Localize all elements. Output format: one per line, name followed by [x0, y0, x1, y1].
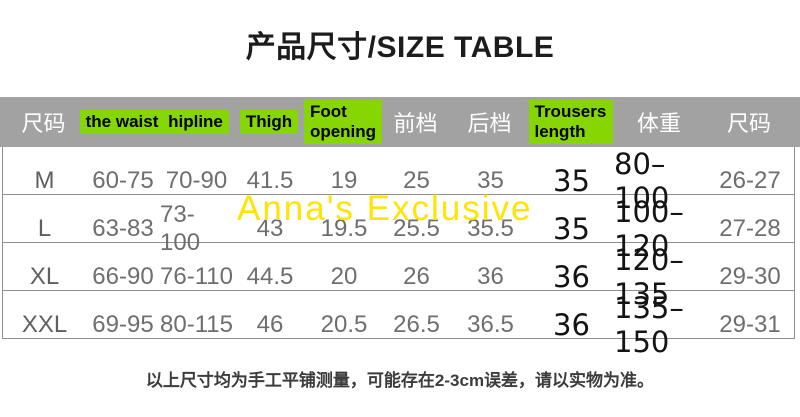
- header-cell-trousers-length: Trousers length: [528, 97, 613, 147]
- measurement-disclaimer: 以上尺寸均为手工平铺测量，可能存在2-3cm误差，请以实物为准。: [145, 371, 655, 390]
- table-cell: 35: [553, 212, 590, 246]
- table-cell: 60-75: [92, 167, 154, 194]
- size-cell: XL: [29, 263, 60, 290]
- table-cell: 20.5: [320, 311, 368, 338]
- table-cell: 44.5: [246, 263, 294, 290]
- table-cell: 35: [477, 167, 504, 194]
- table-cell: 73-100: [160, 201, 201, 256]
- size-cell: L: [37, 215, 52, 242]
- table-cell: 26-27: [719, 167, 781, 194]
- table-cell: 19.5: [320, 215, 368, 242]
- table-cell: 26: [403, 263, 430, 290]
- header-cell-hipline: hipline: [159, 97, 232, 147]
- table-row-m: M 60-75 70-90 41.5 19 25 35 35 80–100 26…: [3, 147, 794, 215]
- header-cell-waist: the waist: [79, 97, 165, 147]
- table-cell: 80–100: [614, 147, 670, 215]
- header-cell-foot-opening: Foot opening: [303, 97, 383, 147]
- header-cell-front-rise: 前档: [393, 111, 438, 136]
- table-header-row: 尺码 the waist hipline Thigh Foot opening …: [0, 97, 800, 147]
- table-cell: 36.5: [467, 311, 514, 338]
- table-cell: 25: [403, 167, 430, 194]
- size-cell: XXL: [21, 311, 68, 338]
- table-cell: 41.5: [246, 167, 294, 194]
- table-cell: 70-90: [165, 167, 228, 194]
- table-cell: 20: [330, 263, 358, 290]
- highlight-label: Thigh: [239, 109, 299, 135]
- table-cell: 43: [256, 215, 284, 242]
- table-cell: 80-115: [160, 311, 233, 338]
- highlight-label: Trousers length: [528, 99, 613, 145]
- table-cell: 29-30: [719, 263, 781, 290]
- table-cell: 36: [553, 260, 590, 294]
- table-row-xxl: XXL 69-95 80-115 46 20.5 26.5 36.5 36 13…: [3, 291, 794, 359]
- table-cell: 46: [256, 311, 284, 338]
- table-cell: 25.5: [393, 215, 440, 242]
- table-body: M 60-75 70-90 41.5 19 25 35 35 80–100 26…: [2, 147, 795, 359]
- highlight-label: Foot opening: [303, 99, 383, 145]
- table-cell: 19: [330, 167, 358, 194]
- table-cell: 100–120: [614, 195, 684, 263]
- size-table: 尺码 the waist hipline Thigh Foot opening …: [0, 97, 800, 359]
- table-row-xl: XL 66-90 76-110 44.5 20 26 36 36 120–135…: [3, 243, 794, 311]
- table-cell: 66-90: [92, 263, 154, 290]
- table-cell: 69-95: [92, 311, 154, 338]
- header-cell-back-rise: 后档: [467, 111, 512, 136]
- table-cell: 36: [477, 263, 504, 290]
- table-cell: 35.5: [467, 215, 514, 242]
- size-cell: M: [34, 167, 55, 194]
- table-cell: 36: [553, 308, 590, 342]
- table-cell: 63-83: [92, 215, 154, 242]
- header-cell-weight: 体重: [636, 111, 681, 136]
- highlight-label: the waist: [79, 109, 165, 135]
- table-cell: 29-31: [719, 311, 781, 338]
- table-cell: 27-28: [719, 215, 781, 242]
- table-cell: 26.5: [393, 311, 440, 338]
- header-cell-thigh: Thigh: [232, 97, 306, 147]
- table-cell: 35: [553, 164, 590, 198]
- header-cell-size-cn-2: 尺码: [726, 111, 771, 136]
- highlight-label: hipline: [162, 109, 229, 135]
- page-title: 产品尺寸/SIZE TABLE: [245, 31, 555, 64]
- table-cell: 135–150: [614, 291, 684, 359]
- table-row-l: L 63-83 73-100 43 19.5 25.5 35.5 35 100–…: [3, 195, 794, 263]
- table-cell: 120–135: [614, 243, 684, 311]
- header-cell-size-cn: 尺码: [21, 111, 66, 136]
- table-cell: 76-110: [160, 263, 233, 290]
